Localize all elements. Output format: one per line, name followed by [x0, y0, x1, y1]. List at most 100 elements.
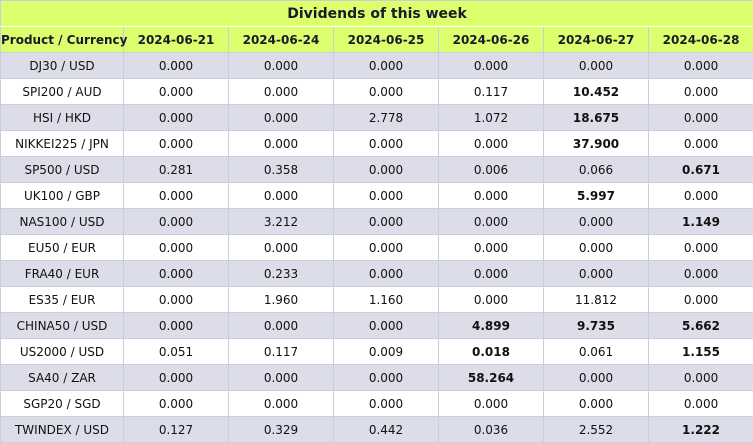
dividend-cell: 0.000 [647, 78, 753, 105]
dividend-cell: 0.000 [647, 104, 753, 131]
table-row: SA40 / ZAR 0.000 0.000 0.000 58.264 0.000 0.00… [0, 364, 753, 391]
dividend-cell: 1.149 [647, 208, 753, 235]
header-row: Product / Currency 2024-06-21 2024-06-24 20… [0, 26, 753, 53]
dividend-cell: 0.000 [647, 234, 753, 261]
table-row: HSI / HKD 0.000 0.000 2.778 1.072 18.675 0.000 [0, 104, 753, 131]
dividend-cell: 0.000 [333, 234, 439, 261]
product-cell: ES35 / EUR [0, 286, 124, 313]
dividend-cell: 0.000 [438, 52, 544, 79]
dividend-cell: 2.552 [543, 416, 649, 443]
dividend-cell: 0.442 [333, 416, 439, 443]
dividend-cell: 0.000 [228, 390, 334, 417]
dividend-cell: 0.233 [228, 260, 334, 287]
dividend-cell: 0.000 [228, 364, 334, 391]
dividend-cell: 10.452 [543, 78, 649, 105]
dividend-cell: 5.662 [647, 312, 753, 339]
column-header: 2024-06-24 [228, 26, 334, 53]
product-cell: SPI200 / AUD [0, 78, 124, 105]
dividend-cell: 0.000 [123, 390, 229, 417]
dividend-cell: 0.009 [333, 338, 439, 365]
column-header: 2024-06-27 [543, 26, 649, 53]
dividend-cell: 0.000 [647, 182, 753, 209]
dividend-cell: 0.000 [228, 130, 334, 157]
dividend-cell: 0.000 [438, 208, 544, 235]
product-cell: TWINDEX / USD [0, 416, 124, 443]
table-row: TWINDEX / USD 0.127 0.329 0.442 0.036 2.552 1.… [0, 416, 753, 443]
dividend-cell: 0.329 [228, 416, 334, 443]
dividend-cell: 0.000 [647, 390, 753, 417]
dividend-cell: 0.000 [647, 130, 753, 157]
table-body: DJ30 / USD 0.000 0.000 0.000 0.000 0.000 0.000… [0, 52, 753, 443]
dividend-cell: 0.000 [123, 52, 229, 79]
dividend-cell: 0.066 [543, 156, 649, 183]
product-cell: CHINA50 / USD [0, 312, 124, 339]
dividend-cell: 0.358 [228, 156, 334, 183]
table-row: NIKKEI225 / JPN 0.000 0.000 0.000 0.000 37.90… [0, 130, 753, 157]
product-cell: US2000 / USD [0, 338, 124, 365]
dividend-cell: 0.000 [438, 260, 544, 287]
dividend-cell: 0.000 [333, 182, 439, 209]
dividend-cell: 0.000 [123, 312, 229, 339]
dividend-cell: 0.000 [438, 234, 544, 261]
table-row: UK100 / GBP 0.000 0.000 0.000 0.000 5.997 0.00… [0, 182, 753, 209]
table-row: EU50 / EUR 0.000 0.000 0.000 0.000 0.000 0.000 [0, 234, 753, 261]
column-header: 2024-06-21 [123, 26, 229, 53]
dividend-cell: 0.000 [647, 286, 753, 313]
product-cell: SGP20 / SGD [0, 390, 124, 417]
dividend-cell: 0.000 [333, 78, 439, 105]
dividend-cell: 2.778 [333, 104, 439, 131]
product-cell: NIKKEI225 / JPN [0, 130, 124, 157]
dividend-cell: 0.018 [438, 338, 544, 365]
dividend-cell: 37.900 [543, 130, 649, 157]
product-cell: SP500 / USD [0, 156, 124, 183]
dividend-cell: 0.000 [228, 312, 334, 339]
table-row: DJ30 / USD 0.000 0.000 0.000 0.000 0.000 0.000 [0, 52, 753, 79]
dividend-cell: 0.000 [543, 52, 649, 79]
dividend-cell: 0.000 [123, 260, 229, 287]
table-row: CHINA50 / USD 0.000 0.000 0.000 4.899 9.735 5.… [0, 312, 753, 339]
dividend-cell: 9.735 [543, 312, 649, 339]
dividend-cell: 0.000 [647, 260, 753, 287]
dividend-cell: 0.000 [123, 286, 229, 313]
dividend-cell: 1.072 [438, 104, 544, 131]
dividend-cell: 1.155 [647, 338, 753, 365]
dividend-cell: 0.000 [543, 234, 649, 261]
dividend-cell: 0.000 [543, 260, 649, 287]
product-cell: NAS100 / USD [0, 208, 124, 235]
product-cell: FRA40 / EUR [0, 260, 124, 287]
dividend-cell: 0.117 [438, 78, 544, 105]
dividend-cell: 0.000 [123, 104, 229, 131]
dividend-cell: 0.000 [333, 52, 439, 79]
dividend-cell: 5.997 [543, 182, 649, 209]
dividend-cell: 4.899 [438, 312, 544, 339]
dividend-cell: 0.000 [647, 52, 753, 79]
dividend-cell: 0.000 [228, 234, 334, 261]
dividend-cell: 11.812 [543, 286, 649, 313]
dividend-cell: 0.051 [123, 338, 229, 365]
product-cell: SA40 / ZAR [0, 364, 124, 391]
table-row: NAS100 / USD 0.000 3.212 0.000 0.000 0.000 1.1… [0, 208, 753, 235]
table-row: SGP20 / SGD 0.000 0.000 0.000 0.000 0.000 0.00… [0, 390, 753, 417]
dividend-cell: 0.061 [543, 338, 649, 365]
dividend-cell: 0.127 [123, 416, 229, 443]
dividend-cell: 0.000 [228, 182, 334, 209]
dividend-cell: 0.000 [543, 364, 649, 391]
dividend-cell: 0.000 [123, 182, 229, 209]
dividend-cell: 18.675 [543, 104, 649, 131]
table-title: Dividends of this week [0, 0, 753, 27]
table-row: FRA40 / EUR 0.000 0.233 0.000 0.000 0.000 0.00… [0, 260, 753, 287]
dividend-cell: 0.000 [123, 208, 229, 235]
dividend-cell: 0.000 [543, 208, 649, 235]
dividend-cell: 0.000 [543, 390, 649, 417]
dividend-cell: 58.264 [438, 364, 544, 391]
dividend-cell: 0.006 [438, 156, 544, 183]
table-row: ES35 / EUR 0.000 1.960 1.160 0.000 11.812 0.00… [0, 286, 753, 313]
dividend-cell: 0.036 [438, 416, 544, 443]
column-header: 2024-06-25 [333, 26, 439, 53]
product-cell: EU50 / EUR [0, 234, 124, 261]
dividend-cell: 3.212 [228, 208, 334, 235]
table-row: US2000 / USD 0.051 0.117 0.009 0.018 0.061 1.1… [0, 338, 753, 365]
dividend-cell: 0.671 [647, 156, 753, 183]
